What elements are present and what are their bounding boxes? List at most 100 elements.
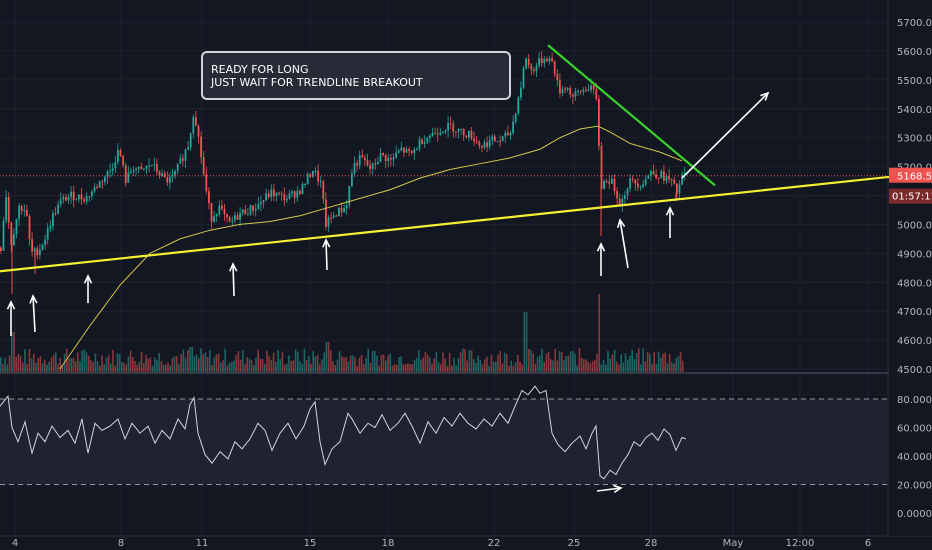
volume-bar [57,363,59,372]
volume-bar [600,364,603,372]
candle-body [574,91,577,97]
volume-bar [270,359,273,372]
time-axis-label: 25 [568,538,581,549]
candle-body [215,214,218,217]
candle-body [436,133,439,135]
volume-bar [633,358,636,372]
candle-body [673,179,676,184]
candle-body [413,149,416,154]
volume-bar [563,359,565,372]
candle-body [509,132,512,136]
touch-arrow-head [6,300,16,310]
volume-bar [470,350,473,372]
volume-bar [332,361,334,372]
candle-body [241,209,244,213]
volume-bar [424,351,427,372]
time-axis[interactable]: 4 8 11 15 18 22 25 28 May 12:00 6 [12,538,871,549]
touch-arrow-head [616,218,626,228]
candle-body [592,85,595,90]
candle-body [254,209,257,211]
volume-bar [473,359,475,372]
candle-body [517,97,520,114]
volume-bar [178,363,180,372]
volume-bar [8,355,11,372]
candle-body [670,179,673,181]
candle-body [582,89,585,92]
candle-body [452,124,455,132]
candle-body [2,220,5,251]
annotation-note[interactable]: READY FOR LONG JUST WAIT FOR TRENDLINE B… [201,51,511,100]
price-scale[interactable]: 5700.05600.05500.05400.05300.05200.05100… [889,0,932,536]
volume-bar [0,357,2,372]
volume-bar [235,355,237,372]
candle-body [525,58,527,69]
price-tick-label: 5400.0 [897,105,932,116]
volume-bar [215,354,218,372]
candle-body [608,181,611,184]
volume-bar [580,357,583,372]
volume-bar [400,356,402,372]
candle-body [533,69,535,72]
volume-bar [556,360,559,372]
volume-bar [290,361,292,372]
candle-body [228,217,231,222]
candle-body [57,204,59,214]
candle-body [130,171,132,173]
volume-bar [191,347,193,372]
candle-body [148,165,150,167]
candle-body [442,132,444,134]
volume-bar [347,361,350,372]
volume-bar [37,357,39,372]
volume-bar [268,356,270,372]
candle-body [174,171,176,176]
touch-arrow-head [83,274,93,284]
volume-bar [303,348,306,372]
candle-body [202,157,205,174]
volume-bar [264,363,266,372]
candle-body [358,155,361,166]
candle-body [384,155,387,162]
price-tick-label: 4500.0 [897,365,932,376]
volume-bar [523,312,526,372]
candle-body [72,191,75,201]
volume-bar [281,351,284,372]
volume-bar [257,349,259,372]
volume-bar [602,360,605,372]
candle-body [423,142,426,145]
candle-body [681,174,683,185]
candle-body [111,168,114,171]
rsi-tick-label: 20.0000 [897,481,932,492]
volume-bar [112,349,114,372]
candle-body [23,210,26,212]
volume-bar [635,352,638,372]
volume-bar [514,361,517,372]
volume-bar [226,365,229,372]
countdown-label: 01:57:11 [892,192,932,203]
candle-body [637,183,639,188]
candle-body [676,183,678,194]
candle-body [595,89,598,99]
candle-body [20,205,23,212]
candle-body [434,132,436,134]
candle-body [122,156,124,166]
time-axis-label: 28 [645,538,658,549]
touch-arrow-head [229,262,238,272]
volume-bar [356,365,358,372]
volume-bar [277,350,279,372]
candle-body [345,205,348,209]
volume-bar [448,352,451,372]
volume-bar [35,362,37,372]
touch-arrow [325,239,328,271]
volume-bar [160,361,163,372]
volume-bar [88,356,90,372]
touch-arrow-head [322,238,331,248]
candle-body [189,133,192,148]
candle-body [166,177,169,183]
volume-bar [299,361,301,372]
volume-bar [239,359,242,372]
touch-arrow [232,263,235,297]
volume-bar [607,350,609,372]
volume-bar [418,349,420,372]
volume-bar [261,358,264,372]
volume-bar [484,359,486,372]
